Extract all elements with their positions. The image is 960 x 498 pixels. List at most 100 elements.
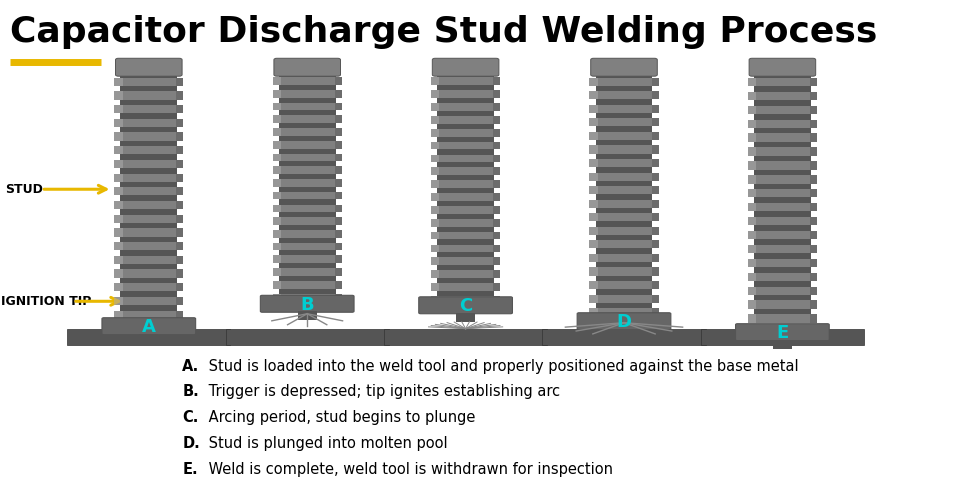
- Bar: [120, 237, 178, 242]
- Bar: [335, 294, 342, 301]
- Bar: [120, 250, 178, 256]
- Bar: [493, 232, 500, 240]
- Bar: [748, 175, 817, 184]
- Bar: [120, 86, 178, 91]
- Bar: [431, 219, 440, 227]
- Bar: [114, 215, 183, 223]
- Bar: [273, 154, 281, 161]
- Bar: [748, 78, 756, 86]
- Bar: [652, 227, 659, 235]
- Text: Capacitor Discharge Stud Welding Process: Capacitor Discharge Stud Welding Process: [10, 15, 877, 49]
- Bar: [493, 77, 500, 85]
- Bar: [431, 232, 440, 240]
- Bar: [595, 262, 653, 267]
- Bar: [278, 225, 336, 230]
- Bar: [810, 314, 817, 323]
- Bar: [273, 281, 342, 288]
- Bar: [589, 186, 598, 194]
- Bar: [748, 314, 817, 323]
- Bar: [589, 294, 598, 303]
- Bar: [278, 174, 336, 179]
- Bar: [748, 217, 817, 225]
- Bar: [431, 129, 500, 136]
- FancyBboxPatch shape: [590, 58, 658, 76]
- Bar: [273, 230, 342, 238]
- Bar: [278, 250, 336, 255]
- Bar: [273, 103, 342, 111]
- Text: A: A: [142, 318, 156, 336]
- Bar: [278, 238, 336, 243]
- Bar: [273, 205, 281, 212]
- Bar: [773, 340, 792, 349]
- Bar: [652, 145, 659, 153]
- Bar: [335, 281, 342, 288]
- Bar: [114, 228, 123, 237]
- Bar: [335, 243, 342, 250]
- Bar: [652, 119, 659, 126]
- Bar: [431, 232, 500, 240]
- Bar: [589, 159, 598, 167]
- FancyBboxPatch shape: [735, 324, 829, 341]
- Text: C: C: [459, 297, 472, 315]
- Bar: [595, 221, 653, 227]
- Bar: [748, 286, 756, 295]
- Text: Arcing period, stud begins to plunge: Arcing period, stud begins to plunge: [204, 410, 475, 425]
- Bar: [431, 193, 500, 201]
- Bar: [120, 154, 178, 160]
- Bar: [437, 72, 494, 77]
- Bar: [431, 219, 500, 227]
- Bar: [493, 90, 500, 98]
- Bar: [431, 90, 500, 98]
- Bar: [120, 114, 178, 119]
- Bar: [273, 205, 342, 212]
- Bar: [589, 132, 659, 140]
- Bar: [652, 186, 659, 194]
- Bar: [114, 174, 183, 182]
- Bar: [437, 85, 494, 90]
- Bar: [278, 85, 336, 90]
- Bar: [589, 267, 659, 275]
- Bar: [493, 180, 500, 188]
- Bar: [652, 213, 659, 221]
- Bar: [177, 201, 183, 209]
- Bar: [139, 334, 158, 343]
- Bar: [335, 230, 342, 238]
- Bar: [273, 217, 342, 225]
- Bar: [335, 90, 342, 98]
- Bar: [177, 105, 183, 114]
- Bar: [273, 243, 342, 250]
- Bar: [748, 272, 756, 281]
- Bar: [335, 128, 342, 136]
- Bar: [589, 213, 598, 221]
- Bar: [754, 72, 811, 78]
- Bar: [810, 258, 817, 267]
- Bar: [114, 132, 123, 140]
- Bar: [114, 78, 183, 86]
- Bar: [384, 329, 547, 345]
- Bar: [493, 245, 500, 252]
- Bar: [120, 209, 178, 215]
- Bar: [273, 154, 342, 161]
- Bar: [748, 78, 817, 86]
- Bar: [177, 311, 183, 319]
- Bar: [589, 132, 598, 140]
- Bar: [493, 116, 500, 124]
- Bar: [589, 186, 659, 194]
- Bar: [810, 175, 817, 184]
- Bar: [748, 175, 756, 184]
- Bar: [595, 113, 653, 119]
- Bar: [748, 106, 756, 114]
- Bar: [177, 91, 183, 100]
- Bar: [278, 136, 336, 141]
- Bar: [493, 283, 500, 291]
- Bar: [589, 241, 598, 249]
- Text: Stud is plunged into molten pool: Stud is plunged into molten pool: [204, 436, 447, 451]
- Bar: [754, 267, 811, 272]
- Bar: [810, 300, 817, 309]
- Bar: [595, 140, 653, 145]
- FancyBboxPatch shape: [577, 313, 671, 330]
- Bar: [273, 255, 281, 263]
- Bar: [273, 166, 281, 174]
- Bar: [589, 308, 598, 316]
- Text: B: B: [300, 295, 314, 314]
